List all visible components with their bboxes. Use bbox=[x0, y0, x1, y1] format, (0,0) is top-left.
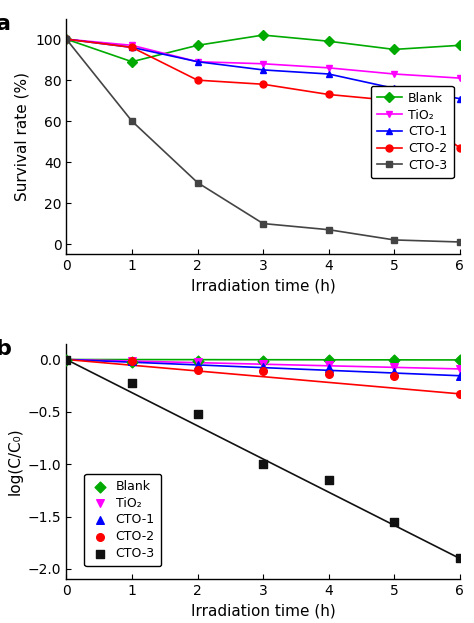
Blank bbox=[392, 45, 397, 53]
Blank bbox=[260, 31, 266, 39]
Legend: Blank, TiO₂, CTO-1, CTO-2, CTO-3: Blank, TiO₂, CTO-1, CTO-2, CTO-3 bbox=[84, 473, 161, 566]
Blank bbox=[457, 42, 463, 49]
CTO-2 bbox=[194, 364, 201, 374]
CTO-2 bbox=[260, 80, 266, 88]
TiO₂ bbox=[392, 70, 397, 78]
CTO-2 bbox=[63, 354, 70, 364]
CTO-2 bbox=[64, 36, 69, 43]
CTO-1 bbox=[63, 354, 70, 364]
TiO₂ bbox=[456, 364, 464, 374]
X-axis label: Irradiation time (h): Irradiation time (h) bbox=[191, 278, 336, 293]
CTO-3 bbox=[260, 220, 266, 227]
CTO-3 bbox=[129, 117, 135, 125]
TiO₂ bbox=[259, 359, 267, 369]
TiO₂ bbox=[64, 36, 69, 43]
Line: Blank: Blank bbox=[63, 32, 463, 65]
Blank bbox=[63, 354, 70, 364]
CTO-3 bbox=[392, 236, 397, 244]
CTO-3 bbox=[326, 226, 331, 234]
TiO₂ bbox=[260, 60, 266, 67]
Blank bbox=[128, 357, 136, 367]
Line: CTO-1: CTO-1 bbox=[63, 36, 463, 102]
Blank bbox=[326, 37, 331, 45]
Blank bbox=[64, 36, 69, 43]
CTO-3 bbox=[325, 475, 332, 485]
TiO₂ bbox=[129, 42, 135, 49]
CTO-2 bbox=[391, 371, 398, 381]
TiO₂ bbox=[326, 64, 331, 72]
CTO-2 bbox=[392, 97, 397, 105]
Blank bbox=[129, 58, 135, 65]
CTO-1 bbox=[456, 371, 464, 381]
CTO-1 bbox=[128, 356, 136, 366]
Line: TiO₂: TiO₂ bbox=[63, 36, 463, 82]
CTO-1 bbox=[392, 85, 397, 92]
TiO₂ bbox=[391, 361, 398, 371]
TiO₂ bbox=[194, 358, 201, 368]
Text: b: b bbox=[0, 339, 11, 359]
CTO-2 bbox=[195, 77, 201, 84]
CTO-3 bbox=[194, 409, 201, 419]
CTO-3 bbox=[63, 354, 70, 364]
TiO₂ bbox=[128, 356, 136, 366]
Y-axis label: Survival rate (%): Survival rate (%) bbox=[15, 72, 29, 201]
CTO-2 bbox=[259, 366, 267, 376]
Legend: Blank, TiO₂, CTO-1, CTO-2, CTO-3: Blank, TiO₂, CTO-1, CTO-2, CTO-3 bbox=[371, 85, 454, 178]
CTO-3 bbox=[456, 553, 464, 563]
Blank bbox=[195, 42, 201, 49]
CTO-1 bbox=[129, 44, 135, 51]
X-axis label: Irradiation time (h): Irradiation time (h) bbox=[191, 604, 336, 619]
CTO-3 bbox=[391, 517, 398, 527]
CTO-3 bbox=[128, 378, 136, 388]
TiO₂ bbox=[457, 74, 463, 82]
CTO-1 bbox=[260, 66, 266, 74]
Line: CTO-2: CTO-2 bbox=[63, 36, 463, 151]
Text: a: a bbox=[0, 14, 10, 34]
Blank bbox=[194, 356, 201, 366]
Blank bbox=[325, 355, 332, 365]
CTO-2 bbox=[457, 144, 463, 151]
Y-axis label: log(C/C₀): log(C/C₀) bbox=[7, 428, 22, 495]
Blank bbox=[259, 356, 267, 366]
Blank bbox=[391, 355, 398, 365]
TiO₂ bbox=[63, 354, 70, 364]
CTO-3 bbox=[457, 238, 463, 245]
CTO-2 bbox=[325, 369, 332, 379]
CTO-1 bbox=[194, 359, 201, 369]
CTO-1 bbox=[457, 95, 463, 102]
CTO-2 bbox=[456, 389, 464, 399]
CTO-1 bbox=[325, 363, 332, 373]
CTO-1 bbox=[259, 362, 267, 372]
CTO-3 bbox=[259, 459, 267, 469]
CTO-1 bbox=[391, 367, 398, 377]
Blank bbox=[456, 355, 464, 365]
CTO-3 bbox=[195, 179, 201, 186]
CTO-3 bbox=[64, 36, 69, 43]
TiO₂ bbox=[325, 360, 332, 370]
CTO-1 bbox=[64, 36, 69, 43]
CTO-1 bbox=[195, 58, 201, 65]
Line: CTO-3: CTO-3 bbox=[63, 36, 463, 245]
CTO-2 bbox=[129, 44, 135, 51]
CTO-1 bbox=[326, 70, 331, 78]
TiO₂ bbox=[195, 58, 201, 65]
CTO-2 bbox=[128, 356, 136, 366]
CTO-2 bbox=[326, 91, 331, 98]
